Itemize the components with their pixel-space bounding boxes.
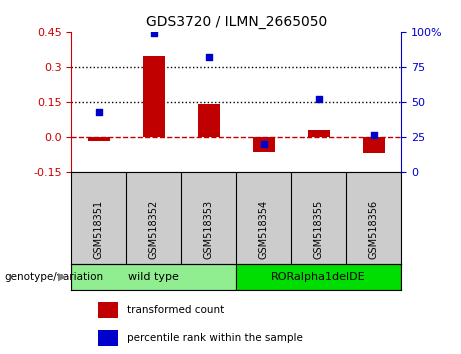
Point: [205, 54, 213, 60]
Bar: [363, 137, 384, 153]
Point: [315, 96, 322, 102]
Point: [260, 141, 267, 147]
Bar: [143, 56, 165, 137]
Bar: [71, 264, 236, 290]
Bar: [88, 137, 110, 141]
Bar: [236, 264, 401, 290]
Text: GSM518353: GSM518353: [204, 200, 214, 259]
Text: ▶: ▶: [59, 272, 67, 282]
Text: GSM518352: GSM518352: [149, 200, 159, 259]
Title: GDS3720 / ILMN_2665050: GDS3720 / ILMN_2665050: [146, 16, 327, 29]
Point: [150, 30, 158, 36]
Text: GSM518355: GSM518355: [313, 200, 324, 259]
Text: wild type: wild type: [129, 272, 179, 282]
Text: GSM518356: GSM518356: [369, 200, 378, 259]
Text: RORalpha1delDE: RORalpha1delDE: [272, 272, 366, 282]
Text: genotype/variation: genotype/variation: [5, 272, 104, 282]
Text: GSM518354: GSM518354: [259, 200, 269, 259]
Bar: [98, 330, 118, 346]
Bar: [98, 302, 118, 318]
Bar: [307, 130, 330, 137]
Point: [370, 132, 377, 138]
Point: [95, 109, 103, 114]
Bar: [253, 137, 275, 152]
Text: GSM518351: GSM518351: [94, 200, 104, 259]
Text: transformed count: transformed count: [128, 305, 225, 315]
Bar: [198, 104, 220, 137]
Text: percentile rank within the sample: percentile rank within the sample: [128, 333, 303, 343]
